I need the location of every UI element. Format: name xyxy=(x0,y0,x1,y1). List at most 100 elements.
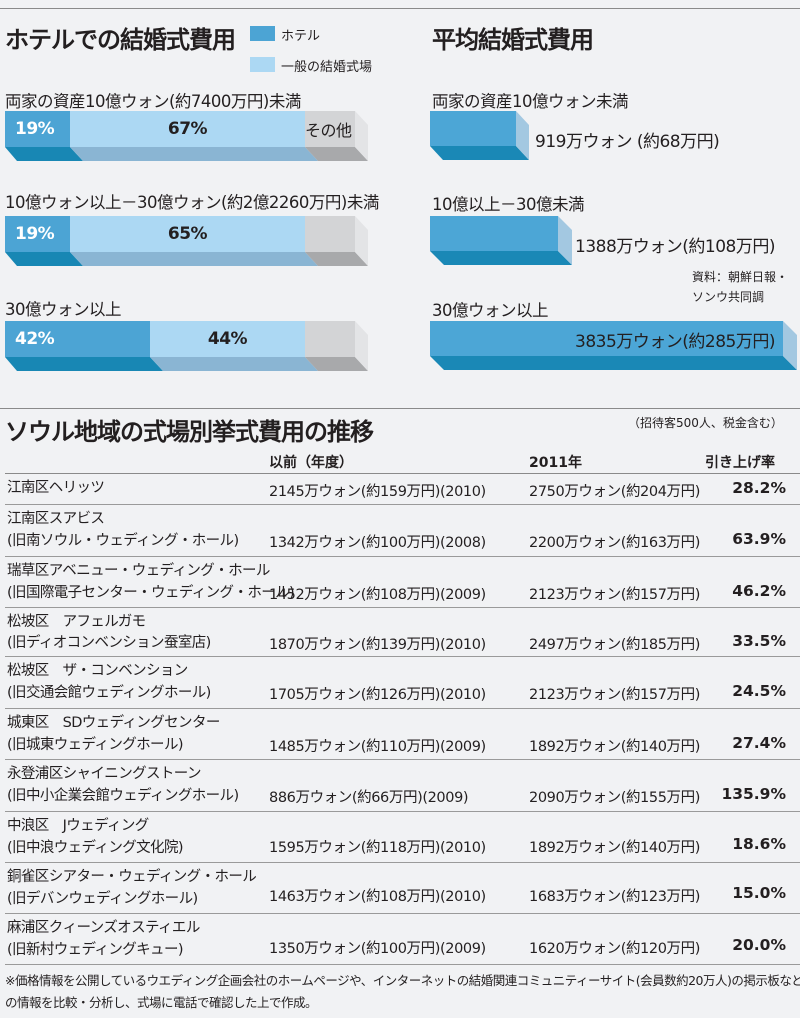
segment-hotel-value: 19% xyxy=(15,119,55,139)
table-note: （招待客500人、税金含む） xyxy=(628,416,783,430)
table-row: 銅雀区シアター・ウェディング・ホール (旧デバンウェディングホール) 1463万… xyxy=(5,863,800,914)
cost-2011: 1892万ウォン(約140万円) xyxy=(529,739,700,755)
source-line-2: ソンウ共同調 xyxy=(692,290,765,304)
segment-hotel: 19% xyxy=(5,216,70,252)
venue-name: 銅雀区シアター・ウェディング・ホール xyxy=(7,869,257,885)
segment-hotel: 19% xyxy=(5,111,70,147)
footnote-line-2: の情報を比較・分析し、式場に電話で確認した上で作成。 xyxy=(5,995,318,1010)
legend-label-general: 一般の結婚式場 xyxy=(281,60,373,75)
segment-hotel-value: 42% xyxy=(15,329,55,349)
segment-other xyxy=(305,321,355,357)
bar-3d-faces xyxy=(5,321,368,371)
segment-hotel: 42% xyxy=(5,321,150,357)
prev-cost: 1350万ウォン(約100万円)(2009) xyxy=(269,941,486,957)
average-value-1: 919万ウォン (約68万円) xyxy=(535,132,720,152)
venue-former-name: (旧交通会館ウェディングホール) xyxy=(7,685,211,701)
table-row: 麻浦区クィーンズオスティエル (旧新村ウェディングキュー) 1350万ウォン(約… xyxy=(5,914,800,965)
hotel-group-2-label: 10億ウォン以上－30億ウォン(約2億2260万円)未満 xyxy=(5,193,379,212)
average-value-3: 3835万ウォン(約285万円) xyxy=(575,332,775,352)
average-group-3-label: 30億ウォン以上 xyxy=(432,301,549,320)
cost-2011: 2200万ウォン(約163万円) xyxy=(529,535,700,551)
hotel-stacked-bar-3: 42% 44% xyxy=(5,321,368,371)
venue-name: 麻浦区クィーンズオスティエル xyxy=(7,920,200,936)
increase-rate: 20.0% xyxy=(732,936,786,954)
prev-cost: 1595万ウォン(約118万円)(2010) xyxy=(269,840,486,856)
average-group-1-label: 両家の資産10億ウォン未満 xyxy=(432,92,629,111)
prev-cost: 1870万ウォン(約139万円)(2010) xyxy=(269,637,486,653)
average-bar-1 xyxy=(430,111,530,161)
venue-former-name: (旧中浪ウェディング文化院) xyxy=(7,840,184,856)
cost-2011: 1892万ウォン(約140万円) xyxy=(529,840,700,856)
segment-other xyxy=(305,216,355,252)
prev-cost: 1452万ウォン(約108万円)(2009) xyxy=(269,587,486,603)
average-bar-3 xyxy=(430,321,800,371)
bar-3d-faces xyxy=(430,216,572,265)
cost-2011: 2123万ウォン(約157万円) xyxy=(529,587,700,603)
venue-name: 城東区 SDウェディングセンター xyxy=(7,715,220,731)
table-row: 松坡区 ザ・コンベンション (旧交通会館ウェディングホール) 1705万ウォン(… xyxy=(5,657,800,709)
cost-2011: 2750万ウォン(約204万円) xyxy=(529,484,700,500)
bar-3d-faces xyxy=(430,321,797,370)
increase-rate: 46.2% xyxy=(732,582,786,600)
segment-other-label: その他 xyxy=(305,121,352,140)
table-row: 永登浦区シャイニングストーン (旧中小企業会館ウェディングホール) 886万ウォ… xyxy=(5,760,800,812)
table-row: 城東区 SDウェディングセンター (旧城東ウェディングホール) 1485万ウォン… xyxy=(5,709,800,760)
legend-swatch-general xyxy=(250,57,275,72)
venue-name: 江南区スアビス xyxy=(7,511,105,527)
bar-3d-faces xyxy=(5,216,368,266)
venue-name: 松坡区 アフェルガモ xyxy=(7,614,146,630)
segment-other: その他 xyxy=(305,111,355,147)
source-line-1: 資料：朝鮮日報・ xyxy=(692,270,789,284)
hotel-group-3-label: 30億ウォン以上 xyxy=(5,300,122,319)
segment-general: 67% xyxy=(70,111,305,147)
venue-former-name: (旧ディオコンベンション蚕室店) xyxy=(7,635,211,651)
table-row: 瑞草区アベニュー・ウェディング・ホール (旧国際電子センター・ウェディング・ホー… xyxy=(5,557,800,608)
increase-rate: 28.2% xyxy=(732,479,786,497)
cost-2011: 1683万ウォン(約123万円) xyxy=(529,889,700,905)
venue-name: 瑞草区アベニュー・ウェディング・ホール xyxy=(7,563,270,579)
venue-former-name: (旧新村ウェディングキュー) xyxy=(7,942,184,958)
segment-general: 65% xyxy=(70,216,305,252)
increase-rate: 63.9% xyxy=(732,530,786,548)
header-divider xyxy=(5,473,800,474)
average-value-2: 1388万ウォン(約108万円) xyxy=(575,237,775,257)
cost-2011: 1620万ウォン(約120万円) xyxy=(529,941,700,957)
average-section-title: 平均結婚式費用 xyxy=(432,26,594,54)
table-row: 松坡区 アフェルガモ (旧ディオコンベンション蚕室店) 1870万ウォン(約13… xyxy=(5,608,800,657)
increase-rate: 18.6% xyxy=(732,835,786,853)
legend-swatch-hotel xyxy=(250,26,275,41)
venue-former-name: (旧国際電子センター・ウェディング・ホール) xyxy=(7,585,295,601)
hotel-stacked-bar-2: 19% 65% xyxy=(5,216,368,266)
segment-general-value: 67% xyxy=(167,119,208,139)
venue-name: 中浪区 Jウェディング xyxy=(7,818,149,834)
table-row: 江南区ヘリッツ 2145万ウォン(約159万円)(2010) 2750万ウォン(… xyxy=(5,474,800,505)
segment-hotel-value: 19% xyxy=(15,224,55,244)
prev-cost: 1463万ウォン(約108万円)(2010) xyxy=(269,889,486,905)
increase-rate: 33.5% xyxy=(732,632,786,650)
venue-former-name: (旧城東ウェディングホール) xyxy=(7,737,184,753)
increase-rate: 27.4% xyxy=(732,734,786,752)
table-top-divider xyxy=(0,408,800,409)
venue-former-name: (旧デバンウェディングホール) xyxy=(7,891,198,907)
prev-cost: 1705万ウォン(約126万円)(2010) xyxy=(269,687,486,703)
table-row: 江南区スアビス (旧南ソウル・ウェディング・ホール) 1342万ウォン(約100… xyxy=(5,505,800,557)
header-rate: 引き上げ率 xyxy=(705,455,775,471)
prev-cost: 1485万ウォン(約110万円)(2009) xyxy=(269,739,486,755)
table-row: 中浪区 Jウェディング (旧中浪ウェディング文化院) 1595万ウォン(約118… xyxy=(5,812,800,863)
segment-general-value: 44% xyxy=(207,329,248,349)
hotel-section-title: ホテルでの結婚式費用 xyxy=(5,26,236,54)
segment-general-value: 65% xyxy=(167,224,208,244)
venue-name: 永登浦区シャイニングストーン xyxy=(7,766,201,782)
segment-general: 44% xyxy=(150,321,305,357)
header-2011: 2011年 xyxy=(529,455,582,471)
legend-label-hotel: ホテル xyxy=(281,29,321,44)
hotel-stacked-bar-1: 19% 67% その他 xyxy=(5,111,368,161)
venue-name: 松坡区 ザ・コンベンション xyxy=(7,663,188,679)
venue-former-name: (旧南ソウル・ウェディング・ホール) xyxy=(7,533,239,549)
prev-cost: 1342万ウォン(約100万円)(2008) xyxy=(269,535,486,551)
header-prev: 以前（年度） xyxy=(269,455,353,471)
cost-2011: 2497万ウォン(約185万円) xyxy=(529,637,700,653)
venue-name: 江南区ヘリッツ xyxy=(7,480,105,496)
increase-rate: 15.0% xyxy=(732,884,786,902)
increase-rate: 24.5% xyxy=(732,682,786,700)
